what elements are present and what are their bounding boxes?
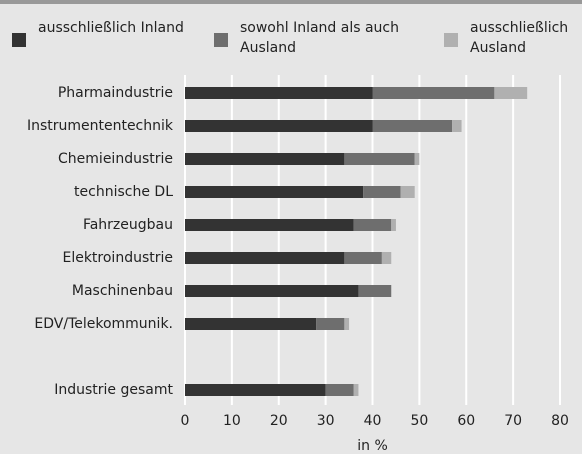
y-tick-label: Pharmaindustrie	[58, 85, 173, 101]
bar-segment	[452, 120, 462, 132]
x-axis-label: in %	[357, 438, 388, 454]
bar-segment	[381, 252, 392, 264]
bar-segment	[391, 219, 396, 231]
bar-segment	[185, 186, 364, 198]
bar-segment	[353, 384, 359, 396]
legend-swatch	[214, 33, 228, 47]
legend-swatch	[444, 33, 458, 47]
y-tick-label: Fahrzeugbau	[83, 217, 173, 233]
bar-segment	[185, 87, 373, 99]
bar-segment	[185, 252, 345, 264]
bar-segment	[344, 252, 382, 264]
legend-label: ausschließlich Ausland	[470, 20, 569, 56]
legend-label: ausschließlich Inland	[38, 20, 184, 36]
x-tick-label: 30	[317, 413, 335, 429]
bar-segment	[400, 186, 415, 198]
y-tick-label: Industrie gesamt	[54, 382, 173, 398]
y-tick-label: EDV/Telekommunik.	[34, 316, 173, 332]
x-tick-label: 0	[181, 413, 190, 429]
bar-segment	[344, 318, 350, 330]
legend-item: sowohl Inland als auch Ausland	[214, 18, 430, 58]
bar-segment	[185, 219, 354, 231]
bar-segment	[344, 153, 415, 165]
bar-segment	[325, 384, 354, 396]
y-tick-label: technische DL	[74, 184, 173, 200]
bar-segment	[372, 120, 453, 132]
y-tick-label: Instrumententechnik	[27, 118, 174, 134]
legend-swatch	[12, 33, 26, 47]
bar-segment	[185, 153, 345, 165]
x-tick-label: 10	[223, 413, 241, 429]
bar-segment	[185, 120, 373, 132]
bar-segment	[372, 87, 495, 99]
bar-segment	[185, 285, 359, 297]
bar-segment	[494, 87, 528, 99]
bar-segment	[316, 318, 345, 330]
bar-segment	[363, 186, 401, 198]
bar-segment	[358, 285, 392, 297]
legend-item: ausschließlich Inland	[12, 18, 188, 47]
bar-segment	[414, 153, 420, 165]
x-tick-label: 70	[504, 413, 522, 429]
bar-segment	[353, 219, 392, 231]
legend-label: sowohl Inland als auch Ausland	[240, 20, 400, 56]
legend-item: ausschließlich Ausland	[444, 18, 580, 58]
top-border	[0, 0, 582, 4]
x-tick-label: 40	[364, 413, 382, 429]
y-tick-label: Elektroindustrie	[62, 250, 173, 266]
x-tick-label: 80	[551, 413, 569, 429]
x-tick-label: 20	[270, 413, 288, 429]
y-tick-label: Chemieindustrie	[58, 151, 173, 167]
bar-segment	[185, 384, 326, 396]
y-tick-label: Maschinenbau	[72, 283, 173, 299]
x-tick-label: 50	[410, 413, 428, 429]
bar-segment	[185, 318, 317, 330]
x-tick-label: 60	[457, 413, 475, 429]
